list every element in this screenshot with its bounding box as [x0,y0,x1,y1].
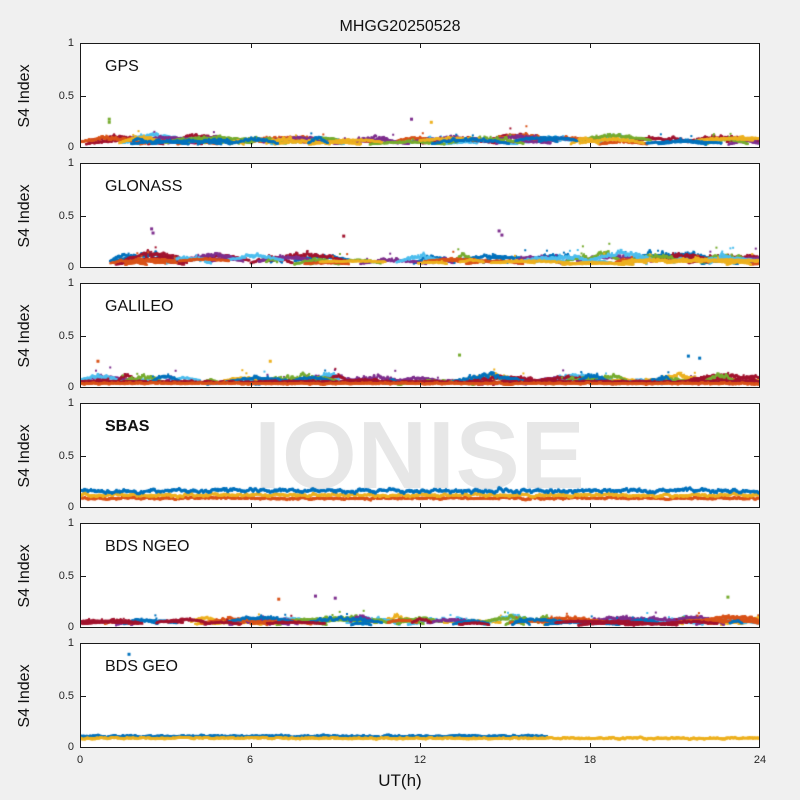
y-tick-mark [81,216,86,217]
scatter-canvas-gps [81,44,759,147]
panel-gps: GPS [80,43,760,148]
y-axis-label: S4 Index [16,63,33,128]
panel-label-glonass: GLONASS [105,178,183,195]
panel-galileo: GALILEO [80,283,760,388]
x-tick-mark [420,644,421,648]
y-axis-label: S4 Index [16,543,33,608]
y-axis-label: S4 Index [16,183,33,248]
panel-label-bds-geo: BDS GEO [105,658,178,675]
y-tick-mark [81,576,86,577]
x-tick-mark [250,143,252,147]
x-tick-mark [420,44,421,48]
x-tick-mark [589,644,591,648]
x-tick-mark [589,743,591,747]
y-tick-label: 0.5 [58,89,74,102]
scatter-canvas-bds-ngeo [81,524,759,627]
scatter-canvas-bds-geo [81,644,759,747]
x-tick-mark [250,164,252,168]
x-tick-mark [589,44,591,48]
y-tick-label: 1 [67,37,74,49]
x-tick-mark [420,524,421,528]
panel-label-bds-ngeo: BDS NGEO [105,538,190,555]
x-tick-mark [589,263,591,267]
x-tick-mark [250,263,252,267]
x-tick-label: 6 [246,754,254,766]
x-tick-mark [420,404,421,408]
y-tick-label: 0 [67,621,74,633]
x-tick-mark [420,743,421,747]
x-tick-mark [250,524,252,528]
y-tick-label: 0 [67,141,74,153]
y-tick-mark [81,696,86,697]
y-tick-label: 0.5 [58,569,74,582]
x-tick-mark [589,404,591,408]
x-tick-mark [420,143,421,147]
y-tick-label: 1 [67,637,74,649]
x-tick-mark [250,743,252,747]
y-tick-mark [754,696,759,697]
x-tick-mark [250,644,252,648]
x-tick-mark [250,284,252,288]
y-tick-mark [754,576,759,577]
y-tick-mark [754,456,759,457]
y-tick-label: 1 [67,157,74,169]
x-tick-mark [420,503,421,507]
scatter-canvas-glonass [81,164,759,267]
x-tick-mark [250,623,252,627]
y-tick-mark [81,96,86,97]
x-tick-mark [589,164,591,168]
x-tick-mark [420,164,421,168]
x-tick-mark [589,143,591,147]
y-axis-label: S4 Index [16,423,33,488]
y-tick-label: 0.5 [58,449,74,462]
x-tick-mark [589,623,591,627]
panel-label-sbas: SBAS [105,418,150,435]
x-tick-label: 12 [413,754,427,766]
x-tick-mark [589,503,591,507]
x-tick-mark [250,383,252,387]
y-tick-label: 0.5 [58,689,74,702]
y-axis-label: S4 Index [16,663,33,728]
x-tick-label: 24 [753,754,767,766]
x-tick-mark [589,524,591,528]
y-axis-label: S4 Index [16,303,33,368]
x-tick-label: 0 [76,754,84,766]
panel-label-galileo: GALILEO [105,298,174,315]
x-tick-mark [420,284,421,288]
y-tick-mark [754,216,759,217]
y-tick-mark [754,96,759,97]
panel-bds-geo: BDS GEO [80,643,760,748]
x-tick-mark [589,284,591,288]
y-tick-label: 0 [67,381,74,393]
y-tick-mark [81,336,86,337]
x-tick-mark [420,263,421,267]
y-tick-mark [754,336,759,337]
y-tick-label: 0.5 [58,209,74,222]
y-tick-label: 1 [67,517,74,529]
chart-title: MHGG20250528 [339,18,461,35]
y-tick-mark [81,456,86,457]
y-tick-label: 0 [67,501,74,513]
scatter-canvas-galileo [81,284,759,387]
y-tick-label: 0 [67,261,74,273]
x-tick-label: 18 [583,754,597,766]
y-tick-label: 0 [67,741,74,753]
x-tick-mark [420,383,421,387]
y-tick-label: 1 [67,397,74,409]
x-tick-mark [420,623,421,627]
y-tick-label: 1 [67,277,74,289]
scatter-canvas-sbas [81,404,759,507]
x-tick-mark [250,404,252,408]
x-tick-mark [250,44,252,48]
panel-glonass: GLONASS [80,163,760,268]
x-axis-label: UT(h) [378,771,422,790]
x-tick-mark [250,503,252,507]
panel-sbas: IONISESBAS [80,403,760,508]
y-tick-label: 0.5 [58,329,74,342]
x-tick-mark [589,383,591,387]
panel-label-gps: GPS [105,58,139,75]
panel-bds-ngeo: BDS NGEO [80,523,760,628]
